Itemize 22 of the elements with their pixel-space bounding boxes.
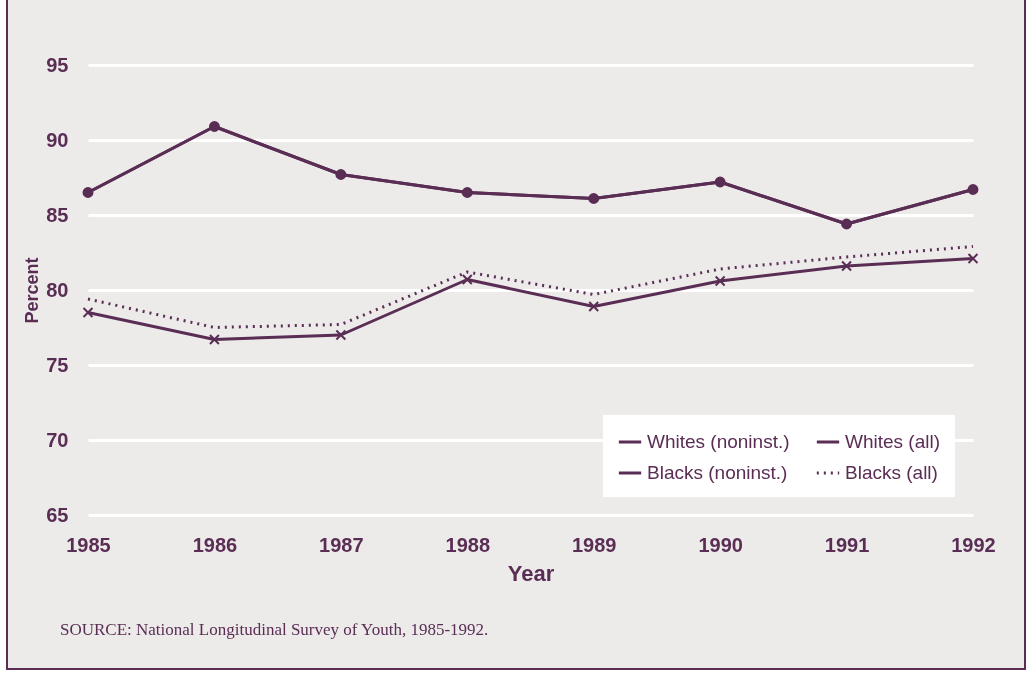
legend-label: Blacks (all) [845,462,938,483]
legend-label: Whites (all) [845,431,941,452]
x-tick-label: 1991 [824,533,870,556]
y-tick-label: 85 [46,203,69,226]
x-tick-label: 1988 [445,533,491,556]
legend-label: Whites (noninst.) [647,431,790,452]
x-tick-label: 1985 [66,533,111,556]
y-tick-label: 80 [46,278,69,301]
source-note: SOURCE: National Longitudinal Survey of Youth, 1985-1992. [60,620,489,640]
y-tick-label: 70 [46,428,69,451]
y-tick-label: 75 [46,353,69,376]
x-tick-label: 1992 [951,533,996,556]
x-tick-label: 1987 [319,533,364,556]
y-tick-label: 95 [46,53,69,76]
x-tick-label: 1989 [571,533,617,556]
y-tick-label: 90 [46,128,69,151]
x-tick-label: 1986 [192,533,238,556]
x-axis-title: Year [507,560,555,586]
y-tick-label: 65 [46,503,69,526]
x-tick-label: 1990 [698,533,743,556]
legend-label: Blacks (noninst.) [647,462,788,483]
y-axis-title: Percent [22,257,43,324]
